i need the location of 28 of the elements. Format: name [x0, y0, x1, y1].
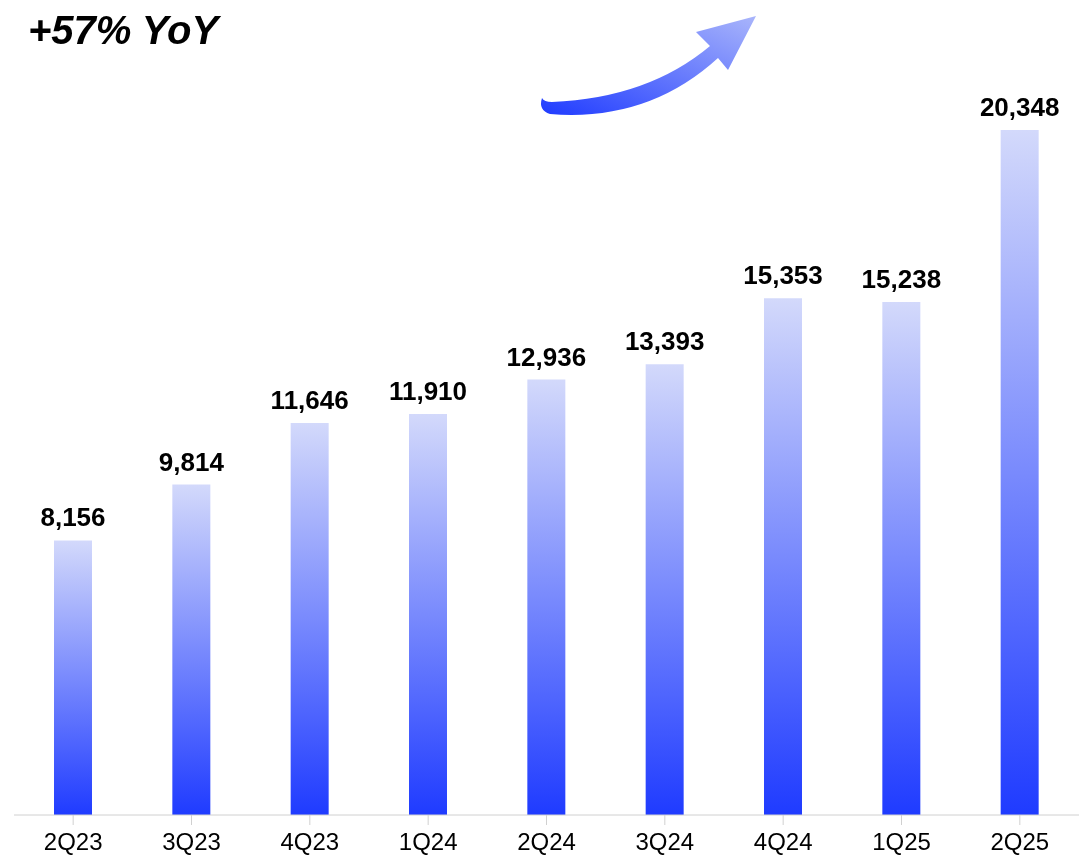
bar — [172, 484, 211, 815]
data-label: 8,156 — [40, 502, 106, 533]
x-tick-label: 2Q24 — [517, 828, 576, 856]
data-label: 15,238 — [861, 264, 942, 295]
bar — [54, 540, 92, 815]
data-label: 13,393 — [624, 326, 705, 357]
x-tick-label: 2Q25 — [990, 828, 1050, 856]
x-tick-label: 3Q23 — [162, 828, 221, 856]
x-tick-label: 1Q24 — [398, 828, 458, 856]
data-label: 9,814 — [158, 446, 225, 477]
x-tick-label: 2Q23 — [43, 828, 103, 856]
bar — [409, 414, 447, 815]
x-tick-label: 3Q24 — [635, 828, 695, 856]
bar — [764, 298, 802, 815]
bar — [882, 302, 921, 815]
bar — [645, 364, 684, 815]
data-label: 11,910 — [388, 376, 468, 407]
x-tick-label: 4Q23 — [280, 828, 340, 856]
data-label: 11,646 — [270, 384, 349, 415]
chart-title: +57% YoY — [28, 8, 219, 53]
bar — [290, 422, 329, 815]
bar — [527, 379, 566, 815]
data-label: 20,348 — [979, 92, 1060, 122]
x-tick-label: 1Q25 — [872, 828, 931, 856]
x-tick-label: 4Q24 — [753, 828, 813, 856]
data-label: 15,353 — [743, 260, 823, 291]
bar — [1000, 130, 1039, 815]
data-label: 12,936 — [506, 341, 587, 372]
